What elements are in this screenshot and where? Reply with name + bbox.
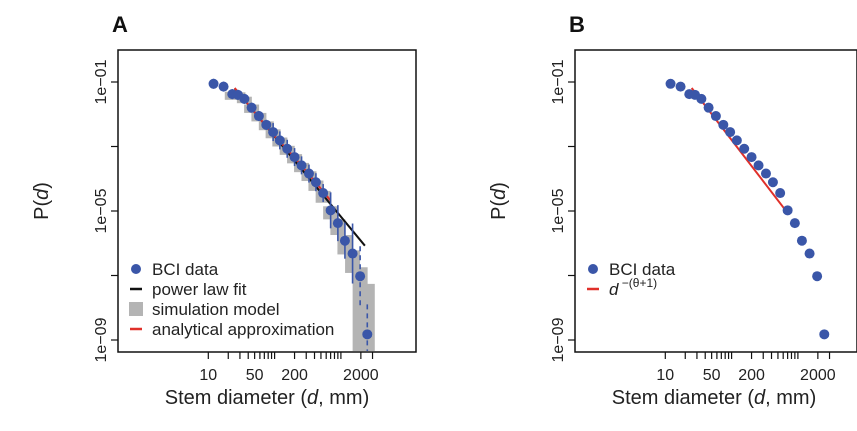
bci-points-layer-b: [665, 78, 830, 340]
panel-b: B 10 50 200 2000 1e−01 1e−05 1e−09 Stem diame…: [488, 12, 857, 409]
bci-data-point: [665, 78, 676, 89]
y-axis-title-b: P(d): [488, 182, 510, 220]
bci-data-point: [296, 160, 307, 171]
bci-data-point: [739, 143, 750, 154]
x-tick-label: 2000: [343, 367, 379, 384]
bci-data-point: [718, 119, 729, 130]
bci-data-point: [775, 188, 786, 199]
y-axis-b: 1e−01 1e−05 1e−09: [550, 59, 575, 362]
bci-data-point: [725, 127, 736, 138]
plot-frame-b: [574, 49, 857, 353]
x-tick-label: 50: [246, 367, 264, 384]
bci-data-point: [310, 177, 321, 188]
bci-data-point: [753, 160, 764, 171]
x-tick-label: 2000: [800, 367, 836, 384]
bci-data-point: [253, 111, 264, 122]
legend-point-symbol: [588, 264, 598, 274]
bci-data-point: [282, 143, 293, 154]
bci-data-point: [246, 102, 257, 113]
legend-box-symbol: [129, 302, 143, 316]
y-tick-label: 1e−05: [93, 188, 110, 233]
bci-data-point: [812, 271, 823, 282]
bci-data-point: [746, 152, 757, 163]
legend-point-symbol: [131, 264, 141, 274]
bci-data-point: [760, 168, 771, 179]
panel-label-b: B: [569, 12, 585, 37]
bci-data-point: [261, 119, 272, 130]
bci-data-point: [804, 248, 815, 259]
bci-data-point: [675, 81, 686, 92]
bci-data-point: [703, 102, 714, 113]
bci-data-point: [347, 248, 358, 259]
bci-data-point: [710, 111, 721, 122]
x-tick-label: 200: [738, 367, 765, 384]
bci-data-point: [208, 78, 219, 89]
x-axis-a: 10 50 200 2000: [199, 352, 379, 384]
x-tick-label: 10: [199, 367, 217, 384]
bci-data-point: [362, 329, 373, 340]
plot-frame-a: [117, 49, 417, 353]
bci-data-point: [289, 152, 300, 163]
x-tick-label: 50: [703, 367, 721, 384]
bci-data-point: [696, 93, 707, 104]
bci-data-point: [274, 135, 285, 146]
bci-data-point: [731, 135, 742, 146]
bci-data-point: [325, 205, 336, 216]
panel-label-a: A: [112, 12, 128, 37]
x-tick-label: 10: [656, 367, 674, 384]
bci-data-point: [318, 188, 329, 199]
x-tick-label: 200: [281, 367, 308, 384]
panel-a: A 10 50 200 2000 1e−01 1e−05 1e−09 Stem diame…: [31, 12, 417, 409]
bci-data-point: [268, 127, 279, 138]
legend-label: d −(θ+1): [609, 276, 657, 299]
x-axis-b: 10 50 200 2000: [656, 352, 836, 384]
x-axis-title-b: Stem diameter (d, mm): [612, 387, 816, 409]
bci-data-point: [767, 177, 778, 188]
y-tick-label: 1e−09: [93, 317, 110, 362]
bci-data-point: [796, 235, 807, 246]
bci-data-point: [303, 168, 314, 179]
bci-points-layer: [208, 78, 373, 351]
y-axis-title-a: P(d): [31, 182, 53, 220]
bci-data-point: [332, 218, 343, 229]
bci-data-point: [355, 271, 366, 282]
legend-label: BCI data: [152, 260, 219, 279]
x-axis-title-a: Stem diameter (d, mm): [165, 387, 369, 409]
legend-label: analytical approximation: [152, 320, 334, 339]
bci-data-point: [239, 93, 250, 104]
y-tick-label: 1e−01: [93, 59, 110, 104]
y-tick-label: 1e−05: [550, 188, 567, 233]
legend-label: power law fit: [152, 280, 247, 299]
legend-label: BCI data: [609, 260, 676, 279]
bci-data-point: [782, 205, 793, 216]
bci-data-point: [819, 329, 830, 340]
y-tick-label: 1e−09: [550, 317, 567, 362]
bci-data-point: [218, 81, 229, 92]
bci-data-point: [789, 218, 800, 229]
legend-label: simulation model: [152, 300, 280, 319]
y-axis-a: 1e−01 1e−05 1e−09: [93, 59, 118, 362]
bci-data-point: [339, 235, 350, 246]
y-tick-label: 1e−01: [550, 59, 567, 104]
